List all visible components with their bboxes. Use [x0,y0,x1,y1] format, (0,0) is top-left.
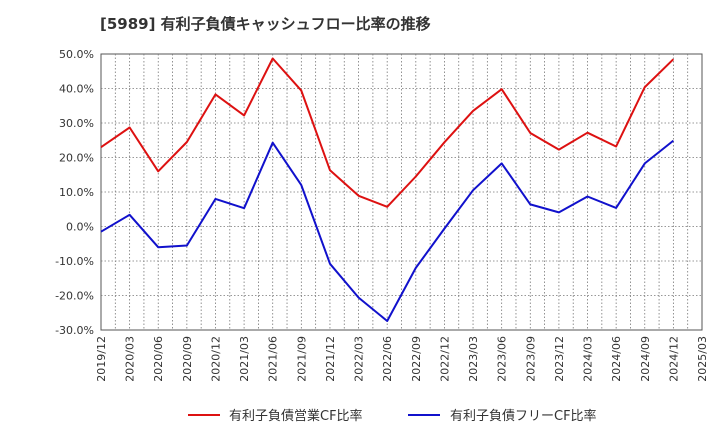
y-tick-label: 0.0% [66,221,94,234]
x-tick-label: 2022/03 [353,336,366,382]
x-tick-label: 2024/12 [667,336,680,382]
y-tick-label: 30.0% [59,117,94,130]
legend-item-1: 有利子負債営業CF比率 [188,408,363,424]
x-tick-label: 2023/09 [524,336,537,382]
y-tick-label: 10.0% [59,186,94,199]
series-line-2 [100,139,675,322]
y-tick-label: -20.0% [55,290,94,303]
y-tick-label: 50.0% [59,48,94,61]
x-tick-label: 2025/03 [696,336,709,382]
x-tick-label: 2020/06 [152,336,165,382]
legend-label: 有利子負債営業CF比率 [229,408,363,424]
x-tick-label: 2019/12 [95,336,108,382]
x-tick-label: 2024/06 [610,336,623,382]
series-line-1 [100,57,675,208]
x-tick-label: 2022/12 [438,336,451,382]
x-tick-label: 2024/03 [582,336,595,382]
series-layer [100,57,675,322]
y-tick-label: -10.0% [55,255,94,268]
x-tick-label: 2023/06 [496,336,509,382]
chart-title: [5989] 有利子負債キャッシュフロー比率の推移 [100,15,431,33]
y-tick-label: 20.0% [59,152,94,165]
x-tick-label: 2020/09 [181,336,194,382]
x-tick-label: 2024/09 [639,336,652,382]
legend-item-2: 有利子負債フリーCF比率 [408,408,597,424]
y-tick-label: -30.0% [55,324,94,337]
y-tick-label: 40.0% [59,83,94,96]
x-tick-label: 2021/06 [267,336,280,382]
x-tick-label: 2021/09 [295,336,308,382]
legend-layer: 有利子負債営業CF比率 有利子負債フリーCF比率 [188,408,597,424]
x-tick-label: 2023/12 [553,336,566,382]
legend-label: 有利子負債フリーCF比率 [450,408,597,424]
x-tick-label: 2022/09 [410,336,423,382]
x-tick-label: 2020/03 [124,336,137,382]
x-tick-label: 2022/06 [381,336,394,382]
x-tick-label: 2020/12 [209,336,222,382]
x-tick-label: 2021/03 [238,336,251,382]
x-tick-label: 2023/03 [467,336,480,382]
axis-layer: -30.0% -20.0% -10.0% 0.0% 10.0% 20.0% 30.0% 40.… [55,48,709,382]
x-tick-label: 2021/12 [324,336,337,382]
